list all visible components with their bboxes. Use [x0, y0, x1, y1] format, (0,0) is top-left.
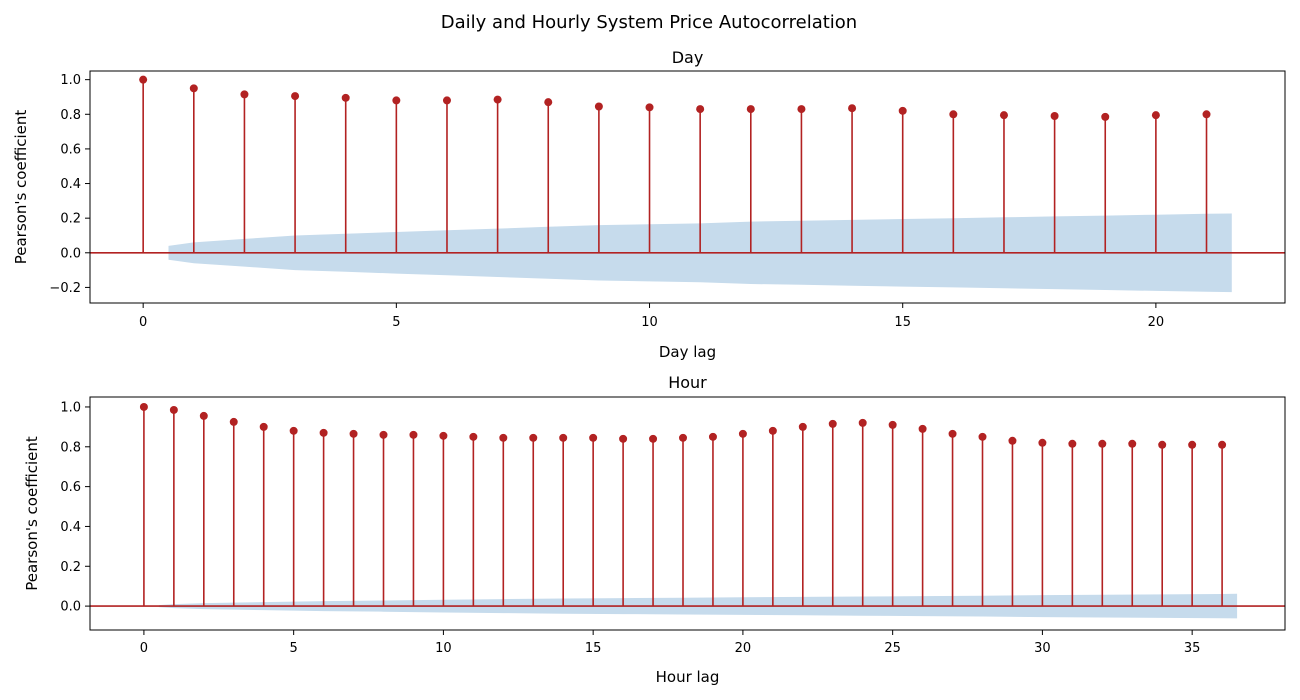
hour-x-axis-label: Hour lag: [656, 668, 720, 686]
hour-x-tick-label: 0: [140, 641, 148, 656]
hour-stem-marker: [499, 433, 508, 442]
hour-y-tick-label: 0.6: [60, 480, 81, 495]
day-y-tick-label: 0.8: [60, 108, 81, 123]
day-y-tick-label: −0.2: [49, 281, 81, 296]
day-x-tick-label: 5: [392, 315, 400, 330]
hour-x-tick-label: 35: [1184, 641, 1201, 656]
day-stem-marker: [1151, 111, 1160, 120]
day-stem-marker: [1101, 112, 1110, 121]
day-stem-marker: [797, 105, 806, 114]
hour-x-tick-label: 20: [735, 641, 752, 656]
day-axes-frame: [89, 70, 1286, 304]
hour-stem-marker: [349, 429, 358, 438]
hour-stem-marker: [798, 422, 807, 431]
day-panel-title: Day: [672, 48, 704, 67]
hour-y-tick-label: 0.0: [60, 600, 81, 615]
hour-acf-panel: 0 5 10 15 20 25 30 35 0.0 0.2 0.4 0.6 0.8 1.0 Hour Hour…: [23, 373, 1286, 686]
hour-stem-marker: [259, 422, 268, 431]
day-y-tick-label: 1.0: [60, 73, 81, 88]
hour-stem-marker: [708, 432, 717, 441]
hour-stem-marker: [1068, 439, 1077, 448]
day-x-tick-label: 0: [139, 315, 147, 330]
hour-stem-marker: [1218, 440, 1227, 449]
hour-x-tick-label: 25: [884, 641, 901, 656]
hour-y-tick-label: 1.0: [60, 400, 81, 415]
hour-stem-marker: [858, 418, 867, 427]
day-stem-marker: [1050, 112, 1059, 121]
day-stem-marker: [949, 110, 958, 119]
day-stem-marker: [442, 96, 451, 105]
day-x-tick-label: 15: [894, 315, 911, 330]
hour-stem-marker: [679, 433, 688, 442]
hour-stem-marker: [409, 430, 418, 439]
hour-stem-marker: [619, 434, 628, 443]
hour-x-tick-label: 30: [1034, 641, 1051, 656]
hour-stem-marker: [1128, 439, 1137, 448]
day-stem-marker: [139, 75, 148, 84]
day-stem-marker: [594, 102, 603, 111]
hour-stem-marker: [589, 433, 598, 442]
hour-stem-marker: [289, 426, 298, 435]
day-stem-marker: [746, 105, 755, 114]
hour-stem-marker: [229, 417, 238, 426]
day-y-axis-label: Pearson's coefficient: [12, 110, 30, 265]
hour-stem-marker: [978, 432, 987, 441]
hour-stem-marker: [469, 432, 478, 441]
day-stem-marker: [1202, 110, 1211, 119]
hour-y-axis-label: Pearson's coefficient: [23, 436, 41, 591]
day-stem-marker: [999, 111, 1008, 120]
hour-x-tick-label: 5: [290, 641, 298, 656]
hour-stem-marker: [1188, 440, 1197, 449]
hour-stem-marker: [1158, 440, 1167, 449]
day-stem-marker: [291, 92, 300, 101]
hour-stem-marker: [319, 428, 328, 437]
day-y-tick-label: 0.0: [60, 246, 81, 261]
day-y-tick-label: 0.2: [60, 212, 81, 227]
hour-stem-marker: [379, 430, 388, 439]
hour-stem-marker: [199, 411, 208, 420]
hour-stem-marker: [1098, 439, 1107, 448]
hour-panel-title: Hour: [668, 373, 707, 392]
hour-y-tick-label: 0.4: [60, 520, 81, 535]
day-stem-marker: [848, 104, 857, 113]
hour-stem-marker: [559, 433, 568, 442]
day-stem-marker: [341, 93, 350, 102]
hour-stem-marker: [738, 429, 747, 438]
day-x-tick-label: 20: [1148, 315, 1165, 330]
hour-y-tick-label: 0.8: [60, 440, 81, 455]
day-y-tick-label: 0.4: [60, 177, 81, 192]
hour-stem-marker: [439, 431, 448, 440]
hour-stem-marker: [649, 434, 658, 443]
hour-axes-frame: [89, 396, 1286, 631]
day-stem-marker: [898, 106, 907, 115]
day-stem-marker: [696, 105, 705, 114]
day-stem-marker: [240, 90, 249, 99]
hour-stem-marker: [768, 426, 777, 435]
figure-title: Daily and Hourly System Price Autocorrel…: [441, 12, 857, 33]
day-stem-marker: [189, 84, 198, 93]
day-stem-marker: [392, 96, 401, 105]
day-x-tick-label: 10: [641, 315, 658, 330]
day-stem-marker: [544, 98, 553, 107]
day-stem-marker: [493, 95, 502, 104]
hour-stem-marker: [1038, 438, 1047, 447]
hour-stem-marker: [828, 419, 837, 428]
hour-stem-marker: [529, 433, 538, 442]
hour-x-tick-label: 10: [435, 641, 452, 656]
hour-stem-marker: [139, 402, 148, 411]
day-stem-marker: [645, 103, 654, 112]
hour-stem-marker: [888, 420, 897, 429]
day-acf-panel: 0 5 10 15 20 −0.2 0.0 0.2 0.4 0.6 0.8 1.0 Day Day lag…: [12, 48, 1286, 361]
hour-stem-marker: [1008, 436, 1017, 445]
day-x-axis-label: Day lag: [659, 343, 716, 361]
hour-stem-marker: [169, 405, 178, 414]
hour-stem-marker: [948, 429, 957, 438]
hour-stem-marker: [918, 424, 927, 433]
day-y-tick-label: 0.6: [60, 142, 81, 157]
hour-x-tick-label: 15: [585, 641, 602, 656]
hour-y-tick-label: 0.2: [60, 560, 81, 575]
